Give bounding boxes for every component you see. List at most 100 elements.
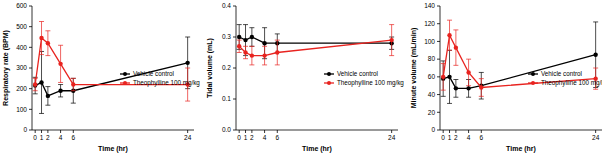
legend-label: Theophylline 100 mg/kg (541, 79, 602, 87)
error-bar-cap (45, 105, 50, 106)
x-tick (239, 130, 240, 133)
y-tick-label: 400 (16, 44, 27, 51)
marker (39, 80, 43, 84)
x-tick-label: 0 (237, 134, 241, 141)
x-tick (443, 130, 444, 133)
y-tick (437, 112, 440, 113)
error-bar-cap (389, 24, 394, 25)
legend-label: Theophylline 100 mg/kg (133, 79, 200, 87)
x-axis-label: Time (hr) (302, 145, 332, 153)
x-axis (440, 130, 602, 131)
x-tick-label: 0 (441, 134, 445, 141)
x-tick (277, 130, 278, 133)
error-bar-cap (45, 86, 50, 87)
series (441, 22, 598, 103)
panel: 0204060801001201400124624Time (hr)Minute… (410, 2, 602, 153)
legend-label: Vehicle control (133, 70, 174, 77)
error-bar (262, 46, 267, 65)
marker (58, 89, 62, 93)
error-bar-cap (45, 55, 50, 56)
error-bar-cap (71, 103, 76, 104)
error-bar (447, 50, 452, 103)
y-tick (29, 68, 32, 69)
marker (262, 41, 266, 45)
series (237, 25, 394, 65)
legend-marker (531, 72, 535, 76)
error-bar-cap (441, 90, 446, 91)
error-bar-cap (71, 78, 76, 79)
error-bar (237, 25, 242, 50)
marker (275, 50, 279, 54)
error-bar (71, 78, 76, 90)
marker (46, 94, 50, 98)
legend: Vehicle control Theophylline 100 mg/kg (120, 70, 200, 87)
error-bar-cap (185, 37, 190, 38)
legend-marker (123, 81, 127, 85)
error-bar-cap (33, 78, 38, 79)
y-tick-label: 200 (16, 85, 27, 92)
error-bar (453, 30, 458, 65)
y-tick-label: 300 (16, 64, 27, 71)
y-tick-label: 120 (424, 20, 435, 27)
error-bar-cap (58, 45, 63, 46)
error-bar-cap (389, 55, 394, 56)
y-tick-label: 600 (16, 2, 27, 9)
x-tick (264, 130, 265, 133)
marker (71, 82, 75, 86)
error-bar-cap (237, 40, 242, 41)
x-tick-label: 0 (33, 134, 37, 141)
x-axis-label: Time (hr) (506, 145, 536, 153)
marker (33, 82, 37, 86)
marker (262, 53, 266, 57)
x-tick-label: 2 (454, 134, 458, 141)
series-line (35, 38, 187, 85)
error-bar-cap (243, 24, 248, 25)
panel: 01002003004005006000124624Time (hr)Respi… (2, 2, 200, 153)
x-tick-label: 2 (250, 134, 254, 141)
y-tick (29, 109, 32, 110)
error-bar-cap (275, 33, 280, 34)
legend-item: Theophylline 100 mg/kg (528, 79, 602, 87)
x-tick-label: 24 (388, 134, 396, 141)
marker (237, 35, 241, 39)
x-axis-label: Time (hr) (98, 145, 128, 153)
marker (389, 38, 393, 42)
x-tick-label: 6 (479, 134, 483, 141)
legend: Vehicle controlTheophylline 100 mg/kg (324, 70, 404, 87)
marker (237, 44, 241, 48)
error-bar (275, 40, 280, 65)
error-bar-cap (466, 97, 471, 98)
y-tick-label: 0.1 (222, 95, 231, 102)
y-axis-label: Respiratory rate (BPM) (2, 30, 10, 106)
marker (466, 70, 470, 74)
error-bar (479, 79, 484, 97)
error-bar-cap (33, 90, 38, 91)
plot-area (33, 22, 190, 114)
y-tick (233, 130, 236, 131)
error-bar-cap (249, 64, 254, 65)
y-tick (29, 88, 32, 89)
y-tick-label: 0 (431, 126, 435, 133)
error-bar (262, 28, 267, 59)
error-bar (453, 80, 458, 98)
error-bar-cap (275, 64, 280, 65)
y-tick-label: 140 (424, 2, 435, 9)
x-tick (187, 130, 188, 133)
error-bar-cap (479, 72, 484, 73)
error-bar-cap (479, 96, 484, 97)
x-tick (47, 130, 48, 133)
error-bar (45, 87, 50, 106)
x-tick (245, 130, 246, 133)
error-bar (237, 40, 242, 52)
marker (250, 53, 254, 57)
legend-item: Vehicle control (528, 70, 582, 77)
y-tick (437, 41, 440, 42)
error-bar-cap (593, 21, 598, 22)
marker (466, 86, 470, 90)
error-bar-cap (58, 84, 63, 85)
error-bar-cap (237, 24, 242, 25)
x-tick-label: 1 (448, 134, 452, 141)
legend-item: Vehicle control (120, 70, 174, 77)
error-bar-cap (39, 113, 44, 114)
x-tick (60, 130, 61, 133)
